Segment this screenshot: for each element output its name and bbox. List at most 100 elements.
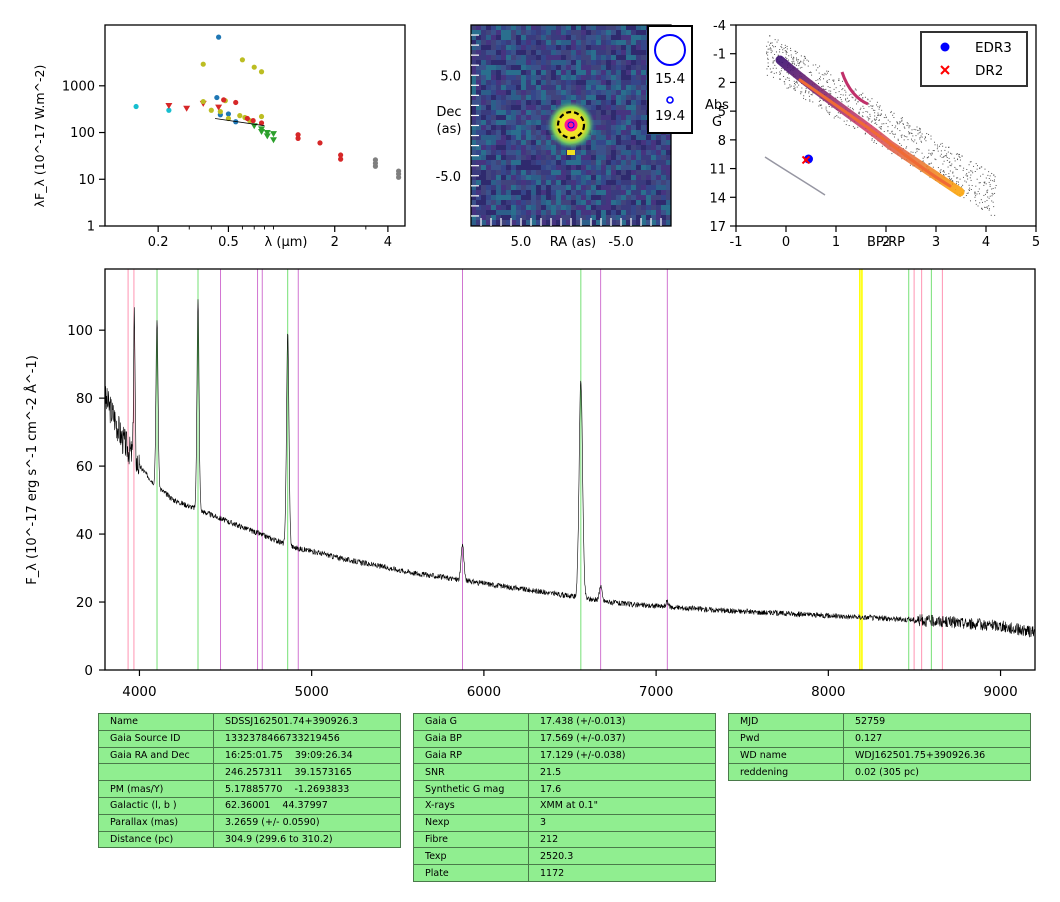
sky-pixel xyxy=(576,175,581,180)
sky-pixel xyxy=(551,170,556,175)
sky-pixel xyxy=(666,180,671,185)
sky-pixel xyxy=(491,35,496,40)
sky-pixel xyxy=(481,180,486,185)
sky-pixel xyxy=(531,155,536,160)
sky-pixel xyxy=(561,195,566,200)
cmd-background-star xyxy=(837,112,839,114)
sky-pixel xyxy=(476,205,481,210)
cmd-background-star xyxy=(875,142,877,144)
sky-pixel xyxy=(526,205,531,210)
sky-pixel xyxy=(471,80,476,85)
sky-pixel xyxy=(596,40,601,45)
cmd-background-star xyxy=(848,94,850,96)
sky-pixel xyxy=(596,90,601,95)
cmd-background-star xyxy=(827,70,829,72)
sky-pixel xyxy=(521,90,526,95)
sky-pixel xyxy=(581,215,586,220)
cmd-background-star xyxy=(899,121,901,123)
cmd-ytick-label: 2 xyxy=(718,76,726,91)
sky-pixel xyxy=(476,110,481,115)
sky-pixel xyxy=(511,85,516,90)
sky-pixel xyxy=(661,215,666,220)
sky-pixel xyxy=(501,65,506,70)
cmd-background-star xyxy=(975,200,977,202)
sky-pixel xyxy=(616,135,621,140)
sky-pixel xyxy=(656,205,661,210)
cmd-background-star xyxy=(819,65,821,67)
sky-pixel xyxy=(521,220,526,225)
cmd-background-star xyxy=(836,115,838,117)
cmd-background-star xyxy=(829,92,831,94)
cmd-background-star xyxy=(786,87,788,89)
cmd-background-star xyxy=(907,123,909,125)
sky-pixel xyxy=(516,160,521,165)
sky-pixel xyxy=(586,205,591,210)
sky-pixel xyxy=(531,105,536,110)
sky-pixel xyxy=(556,60,561,65)
cmd-background-star xyxy=(803,55,805,57)
sky-pixel xyxy=(606,55,611,60)
sky-pixel xyxy=(661,145,666,150)
sky-pixel xyxy=(506,120,511,125)
sky-pixel xyxy=(666,220,671,225)
cmd-background-star xyxy=(893,136,895,138)
cmd-background-star xyxy=(845,99,847,101)
sed-point xyxy=(237,113,243,119)
sky-pixel xyxy=(551,105,556,110)
sky-pixel xyxy=(626,140,631,145)
sky-pixel xyxy=(641,35,646,40)
sky-pixel xyxy=(496,120,501,125)
sky-pixel xyxy=(526,50,531,55)
sky-pixel xyxy=(481,115,486,120)
sed-frame xyxy=(104,24,406,227)
cmd-background-star xyxy=(848,100,850,102)
sky-pixel xyxy=(566,205,571,210)
sky-pixel xyxy=(506,60,511,65)
sky-pixel xyxy=(496,220,501,225)
sky-pixel xyxy=(526,25,531,30)
sky-pixel xyxy=(621,120,626,125)
cmd-background-star xyxy=(963,197,965,199)
sky-pixel xyxy=(646,145,651,150)
sky-pixel xyxy=(571,70,576,75)
sky-pixel xyxy=(516,145,521,150)
sky-pixel xyxy=(586,165,591,170)
cmd-background-star xyxy=(877,114,879,116)
sky-pixel xyxy=(491,200,496,205)
sky-pixel xyxy=(516,140,521,145)
sky-pixel xyxy=(546,215,551,220)
sky-pixel xyxy=(631,125,636,130)
sky-pixel xyxy=(661,195,666,200)
cmd-background-star xyxy=(791,62,793,64)
sed-ylabel: λF_λ (10^-17 W.m^-2) xyxy=(32,65,47,208)
cmd-background-star xyxy=(822,100,824,102)
sky-pixel xyxy=(636,105,641,110)
sky-pixel xyxy=(621,140,626,145)
sky-pixel xyxy=(476,70,481,75)
cmd-background-star xyxy=(825,88,827,90)
sky-pixel xyxy=(516,65,521,70)
sky-pixel xyxy=(596,30,601,35)
sky-pixel xyxy=(596,195,601,200)
sky-pixel xyxy=(471,205,476,210)
sky-pixel xyxy=(531,80,536,85)
sky-pixel xyxy=(641,145,646,150)
table-row: Distance (pc) 304.9 (299.6 to 310.2) xyxy=(98,830,401,849)
sky-pixel xyxy=(501,205,506,210)
sky-pixel xyxy=(541,70,546,75)
cmd-background-star xyxy=(926,157,928,159)
sky-pixel xyxy=(491,120,496,125)
sky-pixel xyxy=(636,100,641,105)
sky-pixel xyxy=(501,175,506,180)
sky-pixel xyxy=(546,25,551,30)
sky-pixel xyxy=(501,90,506,95)
sky-pixel xyxy=(526,220,531,225)
cmd-background-star xyxy=(783,47,785,49)
sky-pixel xyxy=(576,150,581,155)
sky-pixel xyxy=(661,185,666,190)
sky-pixel xyxy=(621,145,626,150)
sky-pixel xyxy=(611,40,616,45)
sky-pixel xyxy=(546,135,551,140)
sky-pixel xyxy=(606,165,611,170)
sky-pixel xyxy=(476,80,481,85)
